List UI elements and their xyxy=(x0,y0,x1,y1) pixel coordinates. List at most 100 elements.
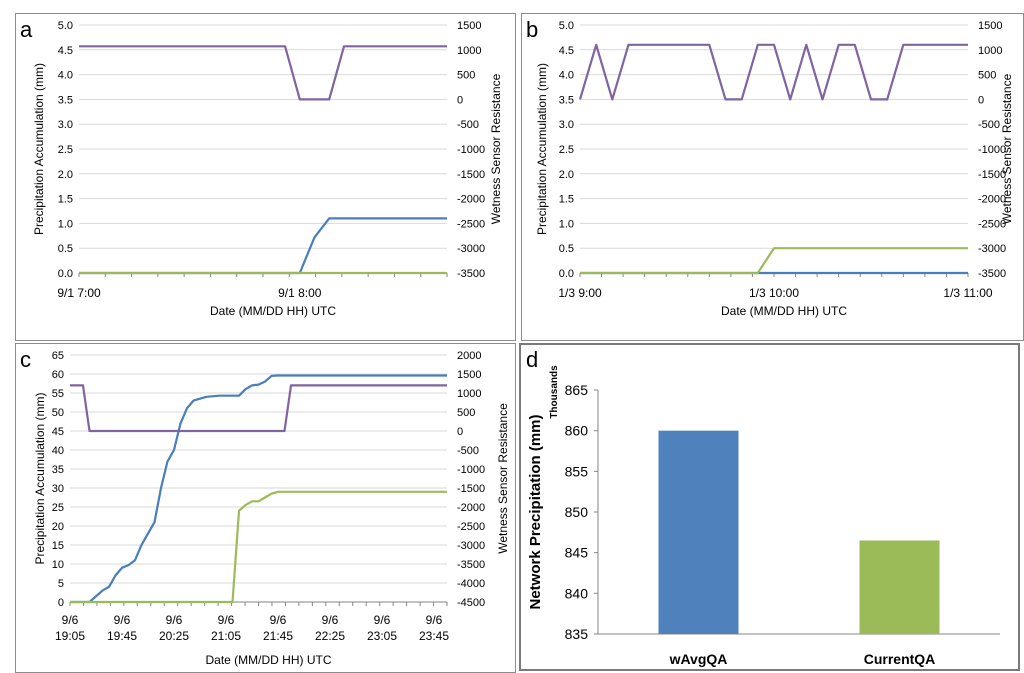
xtick-label-c-date: 9/6 xyxy=(322,613,339,627)
xtick-label-c-date: 9/6 xyxy=(426,613,443,627)
xtick-label-c-time: 21:45 xyxy=(263,629,293,643)
series-line-a-0 xyxy=(79,217,447,275)
xtick-label-c-time: 19:05 xyxy=(55,629,85,643)
series-line-a-2 xyxy=(79,45,447,101)
xtick-label-c-date: 9/6 xyxy=(270,613,287,627)
series-line-b-1 xyxy=(580,247,968,275)
ytick-label-right-c: -4000 xyxy=(457,578,485,590)
ytick-label-left-c: 60 xyxy=(52,369,64,381)
ytick-label-left-c: 10 xyxy=(52,559,64,571)
ytick-label-left-b: 1.0 xyxy=(559,218,574,230)
ytick-label-left-b: 2.0 xyxy=(559,169,574,181)
ytick-label-right-c: -3000 xyxy=(457,540,485,552)
ytick-label-right-c: 500 xyxy=(457,407,475,419)
ytick-label-left-b: 4.0 xyxy=(559,70,574,82)
xtick-label-c-time: 23:05 xyxy=(367,629,397,643)
ytick-label-d: 855 xyxy=(565,463,589,479)
ytick-label-right-c: 1000 xyxy=(457,388,481,400)
ytick-label-right-b: -1000 xyxy=(978,144,1006,156)
panel-label-c: c xyxy=(20,347,31,372)
ytick-label-right-a: -500 xyxy=(457,119,479,131)
ytick-label-left-a: 0.0 xyxy=(58,268,73,280)
ytick-label-left-c: 35 xyxy=(52,464,64,476)
ytick-label-right-a: 1000 xyxy=(457,45,481,57)
ytick-label-left-a: 4.0 xyxy=(58,70,73,82)
ytick-label-d: 840 xyxy=(565,585,589,601)
ytick-label-right-b: -500 xyxy=(978,119,1000,131)
ytick-label-left-c: 25 xyxy=(52,502,64,514)
ytick-label-right-b: 500 xyxy=(978,70,996,82)
ytick-label-right-b: 0 xyxy=(978,94,984,106)
ytick-label-left-a: 0.5 xyxy=(58,243,73,255)
y-axis-title-d: Network Precipitation (mm) xyxy=(527,414,544,609)
ytick-label-left-b: 3.5 xyxy=(559,94,574,106)
xtick-label-c-date: 9/6 xyxy=(114,613,131,627)
panel-b-frame xyxy=(521,13,1024,341)
ytick-label-left-a: 2.5 xyxy=(58,144,73,156)
ytick-label-right-c: -2000 xyxy=(457,502,485,514)
xtick-label-b: 1/3 10:00 xyxy=(749,286,799,300)
ytick-label-left-a: 3.5 xyxy=(58,94,73,106)
ytick-label-right-a: -1500 xyxy=(457,169,485,181)
y-axis-unit-d: Thousands xyxy=(549,365,560,419)
ytick-label-left-c: 40 xyxy=(52,445,64,457)
ytick-label-right-c: -2500 xyxy=(457,521,485,533)
xtick-label-c-time: 23:45 xyxy=(419,629,449,643)
ytick-label-right-c: -4500 xyxy=(457,597,485,609)
ytick-label-right-a: -1000 xyxy=(457,144,485,156)
ytick-label-right-b: -2000 xyxy=(978,194,1006,206)
ytick-label-left-c: 50 xyxy=(52,407,64,419)
ytick-label-right-c: -1500 xyxy=(457,483,485,495)
series-line-b-2 xyxy=(578,43,968,101)
ytick-label-right-b: 1500 xyxy=(978,20,1002,32)
ytick-label-left-b: 1.5 xyxy=(559,194,574,206)
ytick-label-right-c: -1000 xyxy=(457,464,485,476)
bar-wAvgQA xyxy=(658,430,739,634)
ytick-label-right-b: -1500 xyxy=(978,169,1006,181)
y-axis-title-left-b: Precipitation Accumulation (mm) xyxy=(535,63,549,235)
ytick-label-left-a: 4.5 xyxy=(58,45,73,57)
xtick-label-d: wAvgQA xyxy=(669,651,728,667)
ytick-label-right-c: -3500 xyxy=(457,559,485,571)
ytick-label-right-b: -2500 xyxy=(978,218,1006,230)
ytick-label-left-b: 3.0 xyxy=(559,119,574,131)
ytick-label-left-c: 5 xyxy=(58,578,64,590)
ytick-label-left-c: 65 xyxy=(52,350,64,362)
xtick-label-c-time: 20:25 xyxy=(159,629,189,643)
xtick-label-c-date: 9/6 xyxy=(62,613,79,627)
ytick-label-d: 860 xyxy=(565,423,589,439)
ytick-label-left-a: 2.0 xyxy=(58,169,73,181)
ytick-label-right-c: -500 xyxy=(457,445,479,457)
y-axis-title-left-a: Precipitation Accumulation (mm) xyxy=(32,63,46,235)
panel-a-frame xyxy=(15,13,516,341)
xtick-label-a: 9/1 7:00 xyxy=(57,286,101,300)
x-axis-title-a: Date (MM/DD HH) UTC xyxy=(210,304,336,318)
xtick-label-c-time: 21:05 xyxy=(211,629,241,643)
ytick-label-right-c: 1500 xyxy=(457,369,481,381)
ytick-label-right-a: -2500 xyxy=(457,218,485,230)
xtick-label-c-date: 9/6 xyxy=(218,613,235,627)
ytick-label-right-c: 2000 xyxy=(457,350,481,362)
panel-label-b: b xyxy=(526,17,538,42)
ytick-label-right-b: 1000 xyxy=(978,45,1002,57)
ytick-label-right-a: -3500 xyxy=(457,268,485,280)
ytick-label-left-a: 3.0 xyxy=(58,119,73,131)
ytick-label-right-a: 500 xyxy=(457,70,475,82)
xtick-label-b: 1/3 11:00 xyxy=(943,286,992,300)
x-axis-title-b: Date (MM/DD HH) UTC xyxy=(721,304,847,318)
ytick-label-d: 850 xyxy=(565,504,589,520)
ytick-label-left-b: 0.5 xyxy=(559,243,574,255)
ytick-label-right-b: -3500 xyxy=(978,268,1006,280)
ytick-label-left-b: 5.0 xyxy=(559,20,574,32)
ytick-label-left-c: 55 xyxy=(52,388,64,400)
panel-label-d: d xyxy=(526,347,538,372)
ytick-label-left-a: 1.5 xyxy=(58,194,73,206)
ytick-label-left-c: 30 xyxy=(52,483,64,495)
ytick-label-left-b: 0.0 xyxy=(559,268,574,280)
ytick-label-right-a: -2000 xyxy=(457,194,485,206)
bar-CurrentQA xyxy=(859,540,940,634)
xtick-label-c-date: 9/6 xyxy=(166,613,183,627)
x-axis-title-c: Date (MM/DD HH) UTC xyxy=(206,653,332,667)
ytick-label-d: 845 xyxy=(565,545,589,561)
